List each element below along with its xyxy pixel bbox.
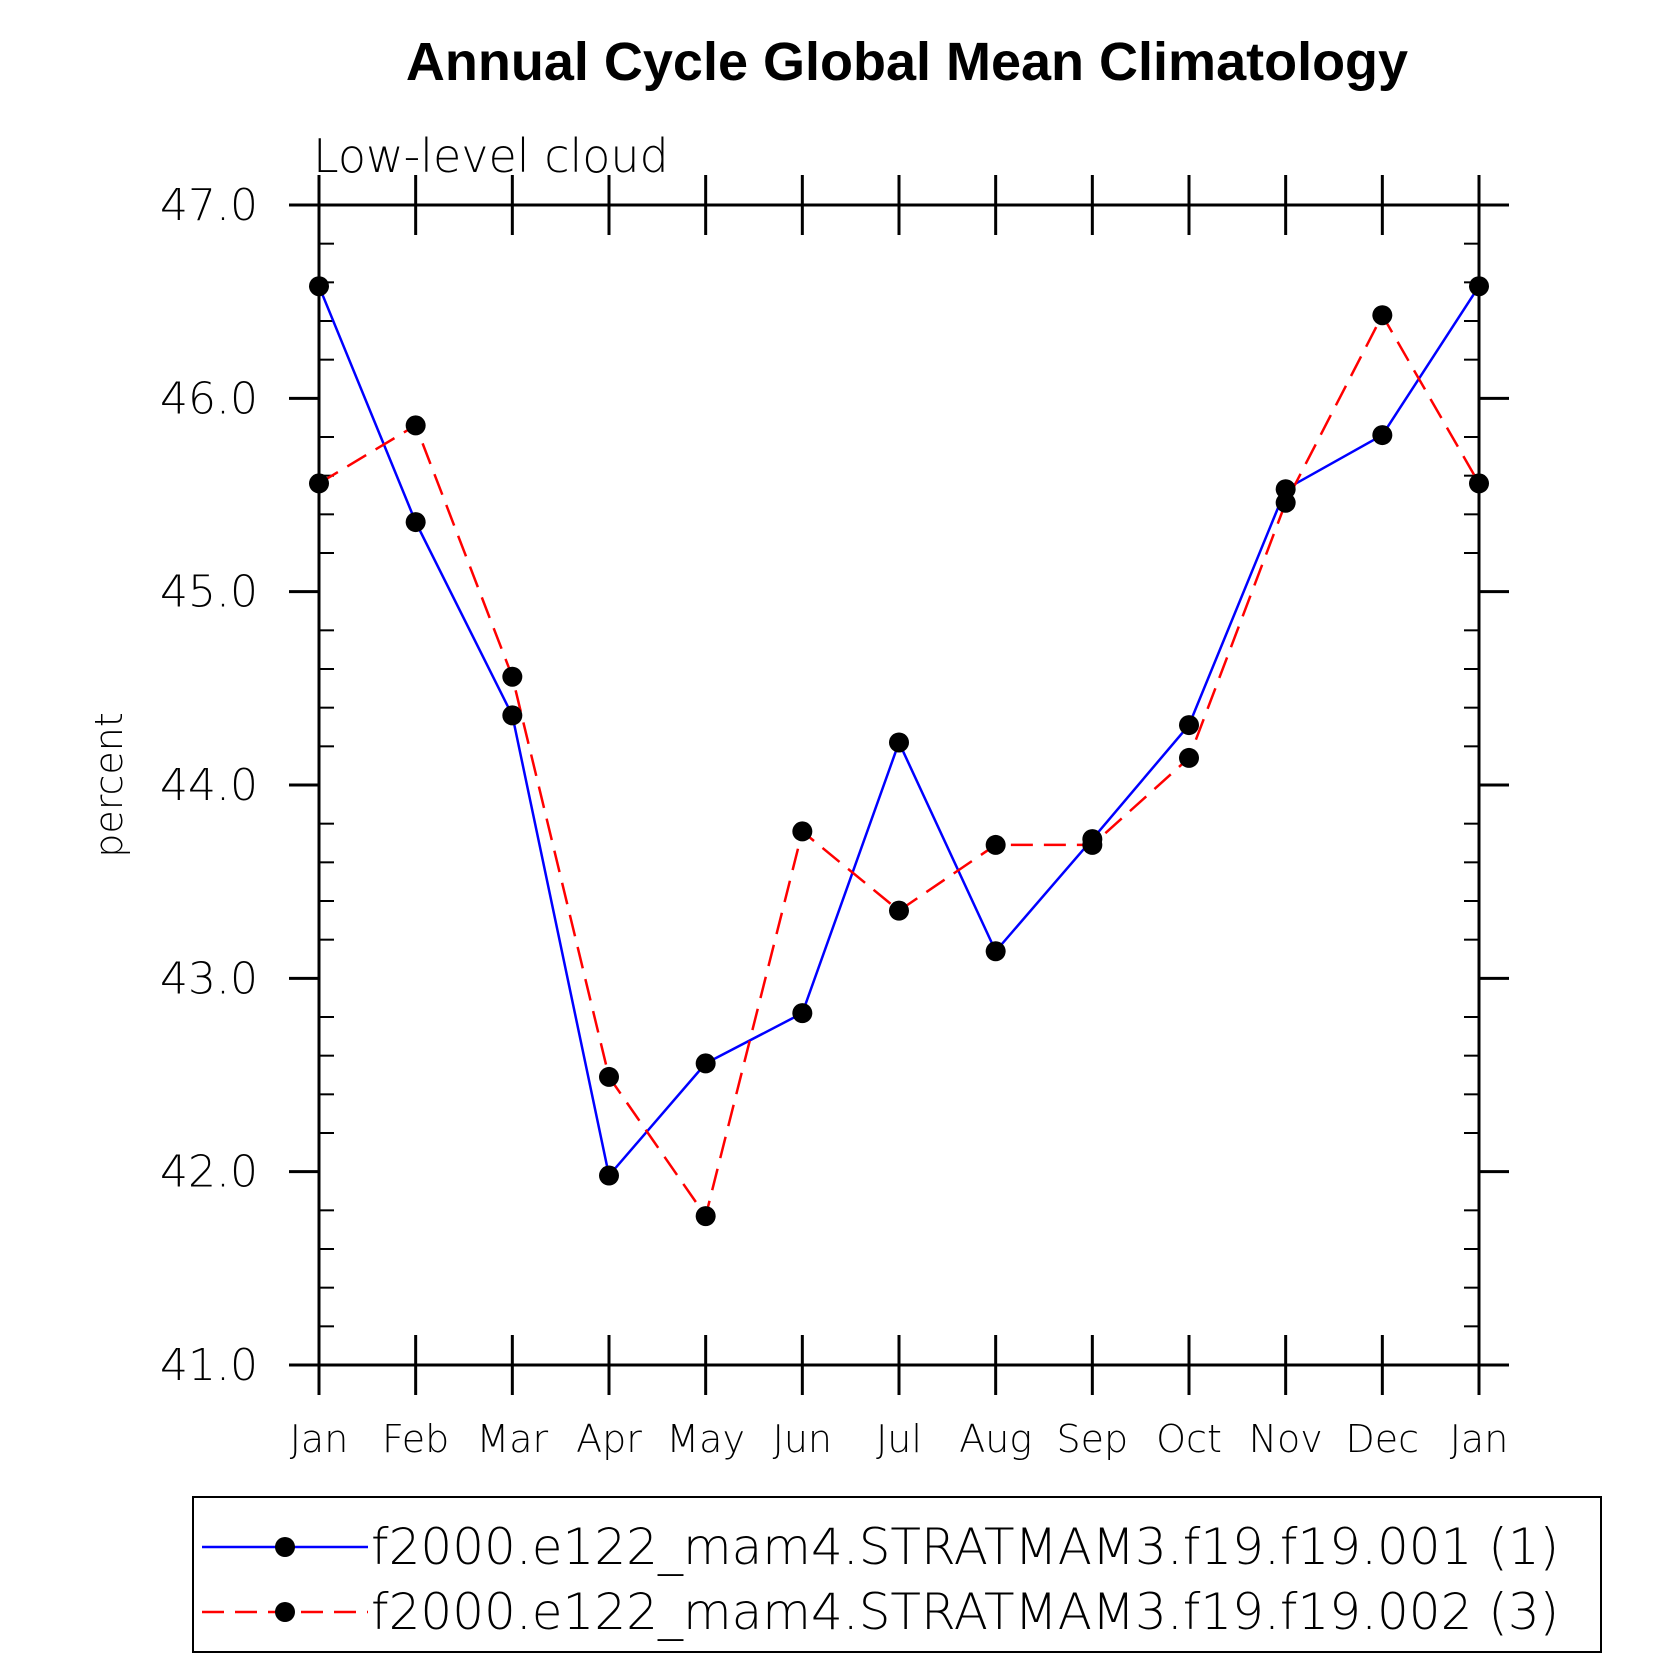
y-tick-label: 47.0 <box>160 180 258 231</box>
data-point-series-2 <box>1372 305 1393 326</box>
x-tick-label: Dec <box>1346 1417 1420 1461</box>
data-point-series-1 <box>502 705 523 726</box>
series-line-1 <box>317 285 1481 1179</box>
x-tick-label: Nov <box>1249 1417 1323 1461</box>
data-point-series-2 <box>695 1206 716 1227</box>
data-point-series-1 <box>985 941 1006 962</box>
x-tick-label: Apr <box>576 1417 642 1461</box>
data-point-series-1 <box>1179 715 1199 736</box>
x-tick-label: Feb <box>382 1417 449 1461</box>
x-tick-label: Jul <box>876 1417 922 1461</box>
y-tick-label: 42.0 <box>160 1147 258 1198</box>
legend: f2000.e122_mam4.STRATMAM3.f19.f19.001 (1… <box>192 1496 1602 1653</box>
series-markers <box>309 276 1489 1227</box>
legend-box <box>192 1496 1602 1653</box>
y-tick-label: 41.0 <box>160 1340 258 1391</box>
legend-marker-1 <box>275 1537 295 1557</box>
data-point-series-2 <box>502 666 523 687</box>
data-point-series-2 <box>985 834 1006 855</box>
data-point-series-2 <box>1275 492 1296 513</box>
data-point-series-1 <box>599 1165 619 1186</box>
data-point-series-2 <box>405 415 426 436</box>
data-point-series-2 <box>1082 834 1103 855</box>
y-tick-labels: 41.0 42.0 43.0 44.0 45.0 46.0 47.0 <box>160 180 258 1391</box>
data-point-series-1 <box>405 512 426 533</box>
x-tick-label: Jun <box>773 1417 832 1461</box>
data-point-series-2 <box>792 821 813 842</box>
y-axis-label: percent <box>87 712 131 858</box>
y-tick-label: 46.0 <box>160 373 258 424</box>
y-tick-label: 44.0 <box>160 760 258 811</box>
y-tick-label: 45.0 <box>160 567 258 618</box>
legend-label-2: f2000.e122_mam4.STRATMAM3.f19.f19.002 (3… <box>371 1583 1559 1641</box>
data-point-series-1 <box>695 1053 716 1074</box>
plot-frame <box>317 203 1481 1367</box>
data-point-series-2 <box>1179 747 1199 768</box>
x-tick-label: Aug <box>959 1417 1032 1461</box>
legend-marker-2 <box>275 1602 295 1622</box>
chart-title: Annual Cycle Global Mean Climatology <box>406 32 1408 92</box>
data-point-series-1 <box>1372 425 1393 446</box>
x-tick-label: Sep <box>1057 1417 1129 1461</box>
data-point-series-1 <box>792 1003 813 1024</box>
data-point-series-2 <box>889 900 909 921</box>
x-tick-label: May <box>666 1417 745 1461</box>
data-point-series-2 <box>599 1066 619 1087</box>
x-tick-label: Mar <box>476 1417 548 1461</box>
axis-ticks <box>289 175 1509 1395</box>
x-tick-labels: Jan Feb Mar Apr May Jun Jul Aug Sep Oct Nov Dec Jan <box>290 1417 1509 1461</box>
series-line-2 <box>318 312 1481 1220</box>
chart-subtitle: Low-level cloud <box>313 129 669 183</box>
legend-label-1: f2000.e122_mam4.STRATMAM3.f19.f19.001 (1… <box>371 1518 1559 1576</box>
x-tick-label: Jan <box>1450 1417 1509 1461</box>
x-tick-label: Jan <box>290 1417 349 1461</box>
y-tick-label: 43.0 <box>160 953 258 1004</box>
x-tick-label: Oct <box>1156 1417 1222 1461</box>
data-point-series-1 <box>889 732 909 753</box>
